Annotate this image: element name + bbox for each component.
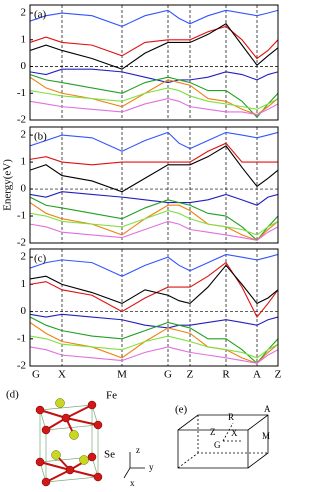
x-tick-label: A (253, 369, 261, 381)
x-tick-label: X (58, 369, 66, 381)
y-tick-label: -2 (17, 237, 26, 249)
panel-label: (a) (34, 9, 47, 21)
x-tick-label: M (117, 369, 127, 381)
panel-label: (b) (34, 131, 47, 143)
y-tick-label: 1 (21, 33, 27, 45)
band-line (30, 74, 278, 119)
band-line (30, 98, 278, 116)
plot-frame (29, 126, 279, 244)
y-tick-label: -1 (17, 210, 26, 222)
panel-label: (e) (175, 404, 188, 416)
panel-label: (d) (6, 389, 19, 401)
axis-label: x (130, 478, 135, 488)
axis-label: z (136, 445, 140, 455)
brillouin-zone: (e) R A Z X M G (175, 404, 271, 469)
x-tick-label: R (222, 369, 230, 381)
band-line (30, 316, 278, 365)
point-label: Z (210, 427, 216, 437)
band-line (30, 210, 278, 236)
point-label: X (231, 428, 238, 438)
point-label: R (228, 412, 234, 422)
y-tick-label: 1 (21, 278, 27, 290)
bands (30, 253, 278, 365)
point-label: A (264, 404, 271, 414)
band-line (30, 202, 278, 241)
band-line (30, 131, 278, 152)
band-line (30, 220, 278, 241)
x-tick-label: Z (275, 369, 282, 381)
band-line (30, 253, 278, 277)
point-label: G (214, 440, 221, 450)
y-tick-label: -2 (17, 114, 26, 126)
atom-label: Fe (106, 390, 117, 402)
band-line (30, 261, 278, 319)
band-line (30, 9, 278, 27)
plot-frame (29, 248, 279, 367)
figure: (d) Fe Se z y x (e) (2, 4, 282, 489)
y-tick-label: -2 (17, 360, 26, 372)
band-line (30, 346, 278, 364)
band-line (30, 142, 278, 166)
band-line (30, 335, 278, 359)
y-tick-label: -1 (17, 332, 26, 344)
y-tick-label: 2 (21, 7, 27, 19)
y-tick-label: 0 (21, 183, 27, 195)
y-axis-label: Energy(eV) (2, 159, 14, 211)
band-line (30, 196, 278, 242)
band-line (30, 145, 278, 193)
band-line (30, 322, 278, 364)
y-tick-label: 0 (21, 60, 27, 72)
band-line (30, 87, 278, 110)
y-tick-label: 0 (21, 305, 27, 317)
x-tick-label: Z (187, 369, 194, 381)
axis-label: y (149, 462, 154, 472)
band-line (30, 22, 278, 70)
band-line (30, 191, 278, 206)
plot-frame (29, 4, 279, 121)
bands (30, 9, 278, 119)
crystal-structure: (d) Fe Se z y x (6, 389, 154, 489)
band-line (30, 76, 278, 116)
bands (30, 131, 278, 242)
y-tick-label: 2 (21, 129, 27, 141)
y-tick-label: -1 (17, 87, 26, 99)
band-line (30, 313, 278, 329)
band-line (30, 264, 278, 305)
panel-label: (c) (34, 253, 47, 265)
y-tick-label: 2 (21, 251, 27, 263)
x-tick-label: G (32, 369, 40, 381)
band-line (30, 25, 278, 60)
x-tick-label: G (164, 369, 172, 381)
atom-label: Se (104, 449, 115, 461)
y-tick-label: 1 (21, 156, 27, 168)
point-label: M (262, 431, 270, 441)
